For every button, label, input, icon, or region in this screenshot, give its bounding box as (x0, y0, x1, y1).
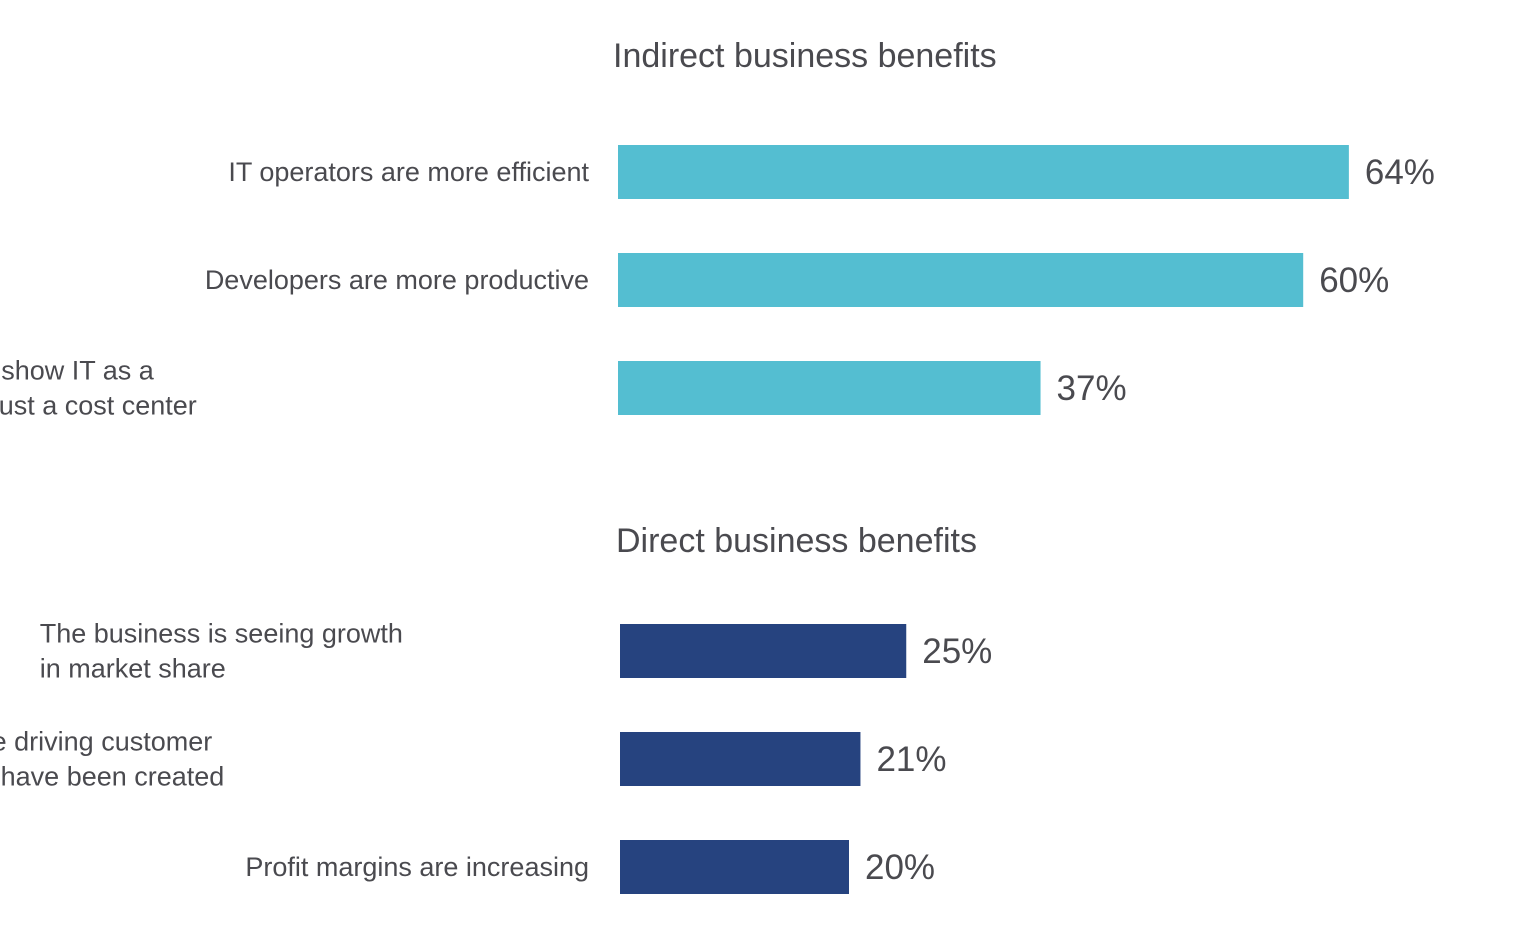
bar-indirect-3 (618, 361, 1041, 415)
value-label: 25% (922, 632, 992, 671)
category-label-line: revenue driver, not just a cost center (0, 391, 197, 421)
category-label-line: Profit margins are increasing (245, 852, 589, 882)
category-label: Profit margins are increasing (245, 852, 589, 882)
category-label-line: experiences have been created (0, 762, 224, 792)
category-label: New revenue driving customer experiences … (0, 727, 224, 792)
value-label: 21% (876, 740, 946, 779)
value-label: 64% (1365, 153, 1435, 192)
value-label: 60% (1319, 261, 1389, 300)
value-label: 37% (1057, 369, 1127, 408)
bar-indirect-1 (618, 145, 1349, 199)
indirect-benefits-title: Indirect business benefits (613, 37, 997, 75)
category-label-line: New revenue driving customer (0, 727, 212, 757)
direct-benefits-panel: Direct business benefits 25% The business… (0, 522, 992, 894)
category-label-line: in market share (40, 654, 226, 684)
bar-direct-2 (620, 732, 861, 786)
direct-benefits-title: Direct business benefits (616, 522, 977, 560)
category-label: Helps IT leadership show IT as a revenue … (0, 356, 197, 421)
value-label: 20% (865, 848, 935, 887)
category-label: Developers are more productive (205, 265, 589, 295)
category-label-line: The business is seeing growth (40, 619, 403, 649)
category-label-line: IT operators are more efficient (228, 157, 589, 187)
bar-direct-3 (620, 840, 849, 894)
category-label-line: Helps IT leadership show IT as a (0, 356, 155, 386)
category-label-line: Developers are more productive (205, 265, 589, 295)
category-label: IT operators are more efficient (228, 157, 589, 187)
category-label: The business is seeing growth in market s… (40, 619, 403, 684)
indirect-benefits-panel: Indirect business benefits 64% IT operato… (0, 37, 1435, 421)
bar-indirect-2 (618, 253, 1304, 307)
bar-direct-1 (620, 624, 907, 678)
